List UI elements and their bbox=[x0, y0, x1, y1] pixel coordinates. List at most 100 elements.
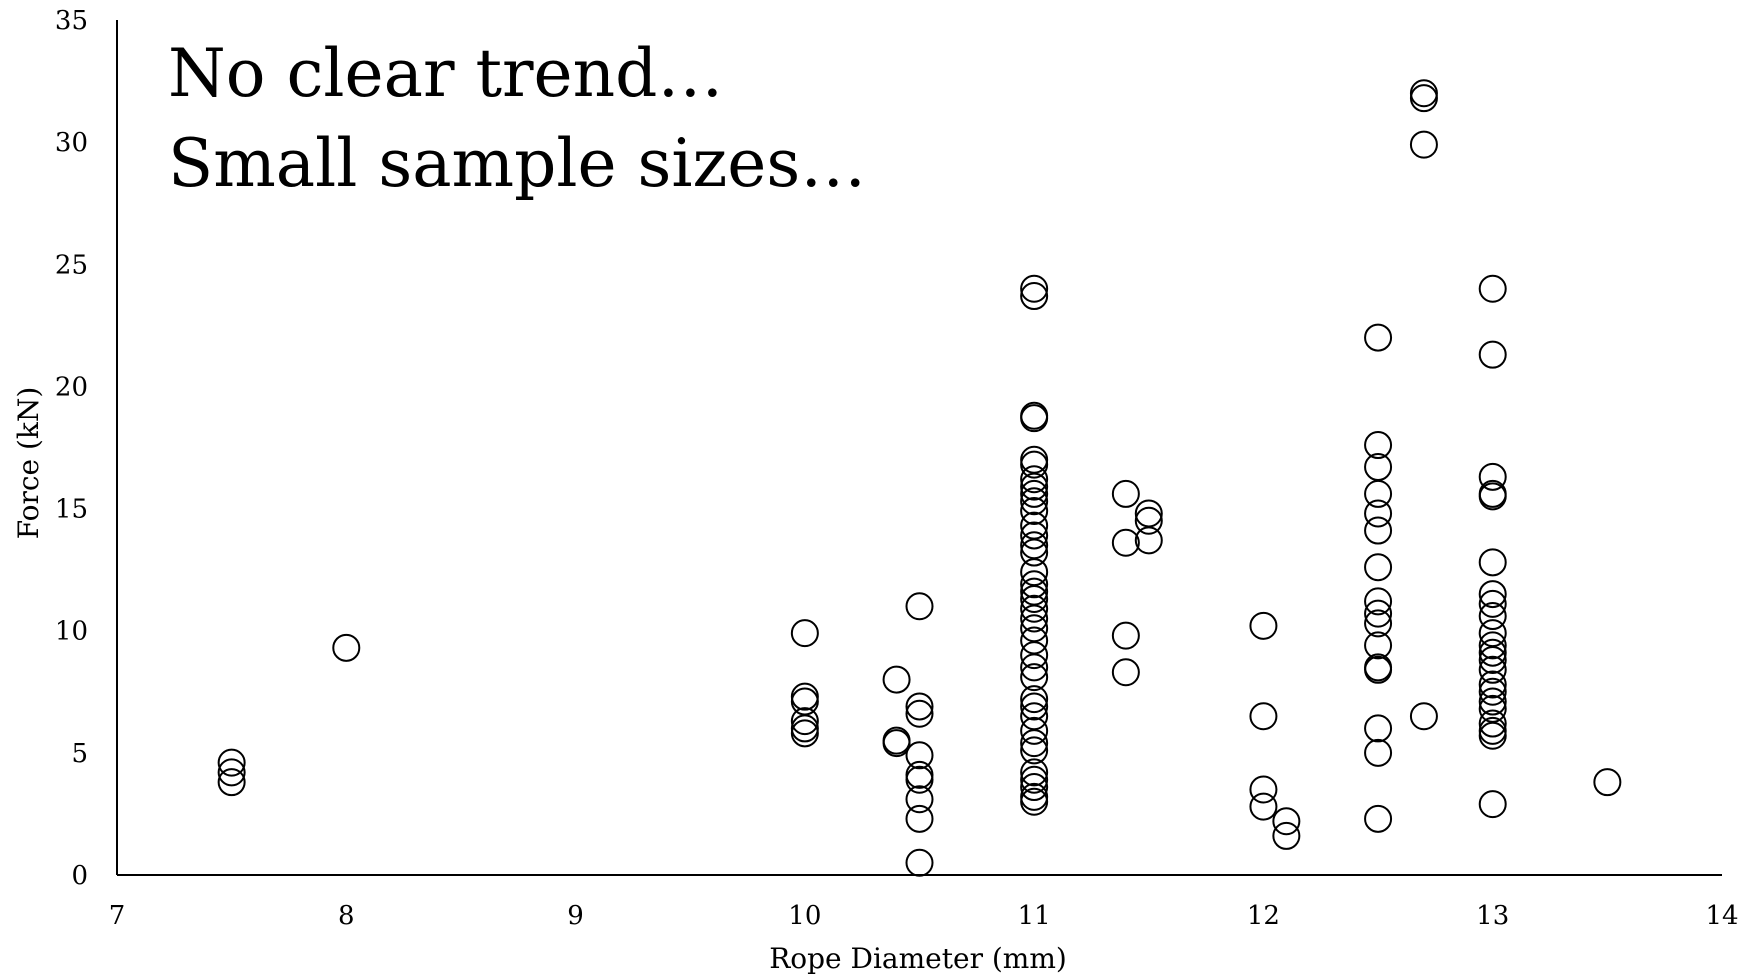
data-point bbox=[1478, 274, 1507, 303]
data-point bbox=[1478, 721, 1507, 750]
data-point bbox=[1478, 670, 1507, 699]
data-point bbox=[1364, 631, 1393, 660]
data-point bbox=[1020, 487, 1049, 516]
data-point bbox=[905, 692, 934, 721]
data-point bbox=[882, 726, 911, 755]
data-point bbox=[1478, 462, 1507, 491]
data-point bbox=[1111, 658, 1140, 687]
data-point bbox=[1020, 594, 1049, 623]
data-point bbox=[1020, 282, 1049, 311]
data-point bbox=[217, 758, 246, 787]
data-point bbox=[1020, 274, 1049, 303]
data-point bbox=[1020, 570, 1049, 599]
data-point bbox=[905, 765, 934, 794]
y-tick-label: 15 bbox=[55, 495, 88, 525]
x-tick-label: 8 bbox=[338, 901, 355, 931]
data-point bbox=[1020, 450, 1049, 479]
y-axis-title: Force (kN) bbox=[12, 387, 45, 540]
data-point bbox=[1364, 609, 1393, 638]
data-point bbox=[1020, 584, 1049, 613]
data-point bbox=[905, 741, 934, 770]
data-point bbox=[1478, 589, 1507, 618]
y-tick-label: 35 bbox=[55, 6, 88, 36]
data-point bbox=[1478, 479, 1507, 508]
data-points bbox=[217, 79, 1622, 877]
data-point bbox=[905, 699, 934, 728]
data-point bbox=[1364, 587, 1393, 616]
data-point bbox=[1478, 482, 1507, 511]
x-tick-label: 10 bbox=[788, 901, 821, 931]
data-point bbox=[1478, 677, 1507, 706]
data-point bbox=[1020, 787, 1049, 816]
data-point bbox=[1364, 499, 1393, 528]
x-tick-label: 11 bbox=[1018, 901, 1051, 931]
data-point bbox=[1364, 553, 1393, 582]
data-point bbox=[1020, 521, 1049, 550]
data-point bbox=[1478, 548, 1507, 577]
data-point bbox=[1364, 804, 1393, 833]
data-point bbox=[1020, 497, 1049, 526]
data-point bbox=[905, 804, 934, 833]
x-tick-labels: 7 8 9 10 11 12 13 14 bbox=[109, 901, 1739, 931]
data-point bbox=[1020, 685, 1049, 714]
x-axis-title: Rope Diameter (mm) bbox=[769, 942, 1067, 975]
data-point bbox=[1249, 775, 1278, 804]
data-point bbox=[1478, 631, 1507, 660]
data-point bbox=[1020, 472, 1049, 501]
annotation-no-clear-trend: No clear trend… bbox=[168, 35, 723, 112]
x-tick-label: 14 bbox=[1705, 901, 1738, 931]
y-tick-label: 25 bbox=[55, 250, 88, 280]
data-point bbox=[1020, 479, 1049, 508]
data-point bbox=[1020, 465, 1049, 494]
data-point bbox=[1020, 641, 1049, 670]
data-point bbox=[1020, 692, 1049, 721]
data-point bbox=[1249, 611, 1278, 640]
data-point bbox=[332, 633, 361, 662]
data-point bbox=[1020, 604, 1049, 633]
data-point bbox=[1249, 702, 1278, 731]
data-point bbox=[1020, 736, 1049, 765]
data-point bbox=[1478, 580, 1507, 609]
data-point bbox=[1364, 655, 1393, 684]
data-point bbox=[1593, 768, 1622, 797]
data-point bbox=[1249, 792, 1278, 821]
data-point bbox=[1020, 663, 1049, 692]
data-point bbox=[1020, 404, 1049, 433]
data-point bbox=[1020, 401, 1049, 430]
y-tick-label: 5 bbox=[71, 739, 88, 769]
data-point bbox=[1364, 599, 1393, 628]
data-point bbox=[1478, 340, 1507, 369]
y-tick-label: 30 bbox=[55, 128, 88, 158]
data-point bbox=[1478, 602, 1507, 631]
data-point bbox=[882, 729, 911, 758]
x-tick-label: 9 bbox=[567, 901, 584, 931]
data-point bbox=[790, 707, 819, 736]
y-tick-labels: 0 5 10 15 20 25 30 35 bbox=[55, 6, 88, 891]
data-point bbox=[1409, 702, 1438, 731]
data-point bbox=[790, 719, 819, 748]
data-point bbox=[1134, 526, 1163, 555]
data-point bbox=[1272, 807, 1301, 836]
data-point bbox=[790, 619, 819, 648]
data-point bbox=[1364, 714, 1393, 743]
data-point bbox=[1409, 130, 1438, 159]
data-point bbox=[1134, 506, 1163, 535]
x-tick-label: 7 bbox=[109, 901, 126, 931]
data-point bbox=[1020, 653, 1049, 682]
y-tick-label: 10 bbox=[55, 617, 88, 647]
data-point bbox=[1111, 479, 1140, 508]
data-point bbox=[905, 848, 934, 877]
data-point bbox=[1478, 687, 1507, 716]
data-point bbox=[1478, 638, 1507, 667]
data-point bbox=[1134, 499, 1163, 528]
data-point bbox=[1111, 528, 1140, 557]
data-point bbox=[905, 785, 934, 814]
data-point bbox=[882, 665, 911, 694]
data-point bbox=[1409, 84, 1438, 113]
x-tick-label: 12 bbox=[1247, 901, 1280, 931]
data-point bbox=[1364, 479, 1393, 508]
annotation-small-sample-sizes: Small sample sizes… bbox=[168, 125, 866, 202]
data-point bbox=[1020, 538, 1049, 567]
data-point bbox=[1272, 821, 1301, 850]
